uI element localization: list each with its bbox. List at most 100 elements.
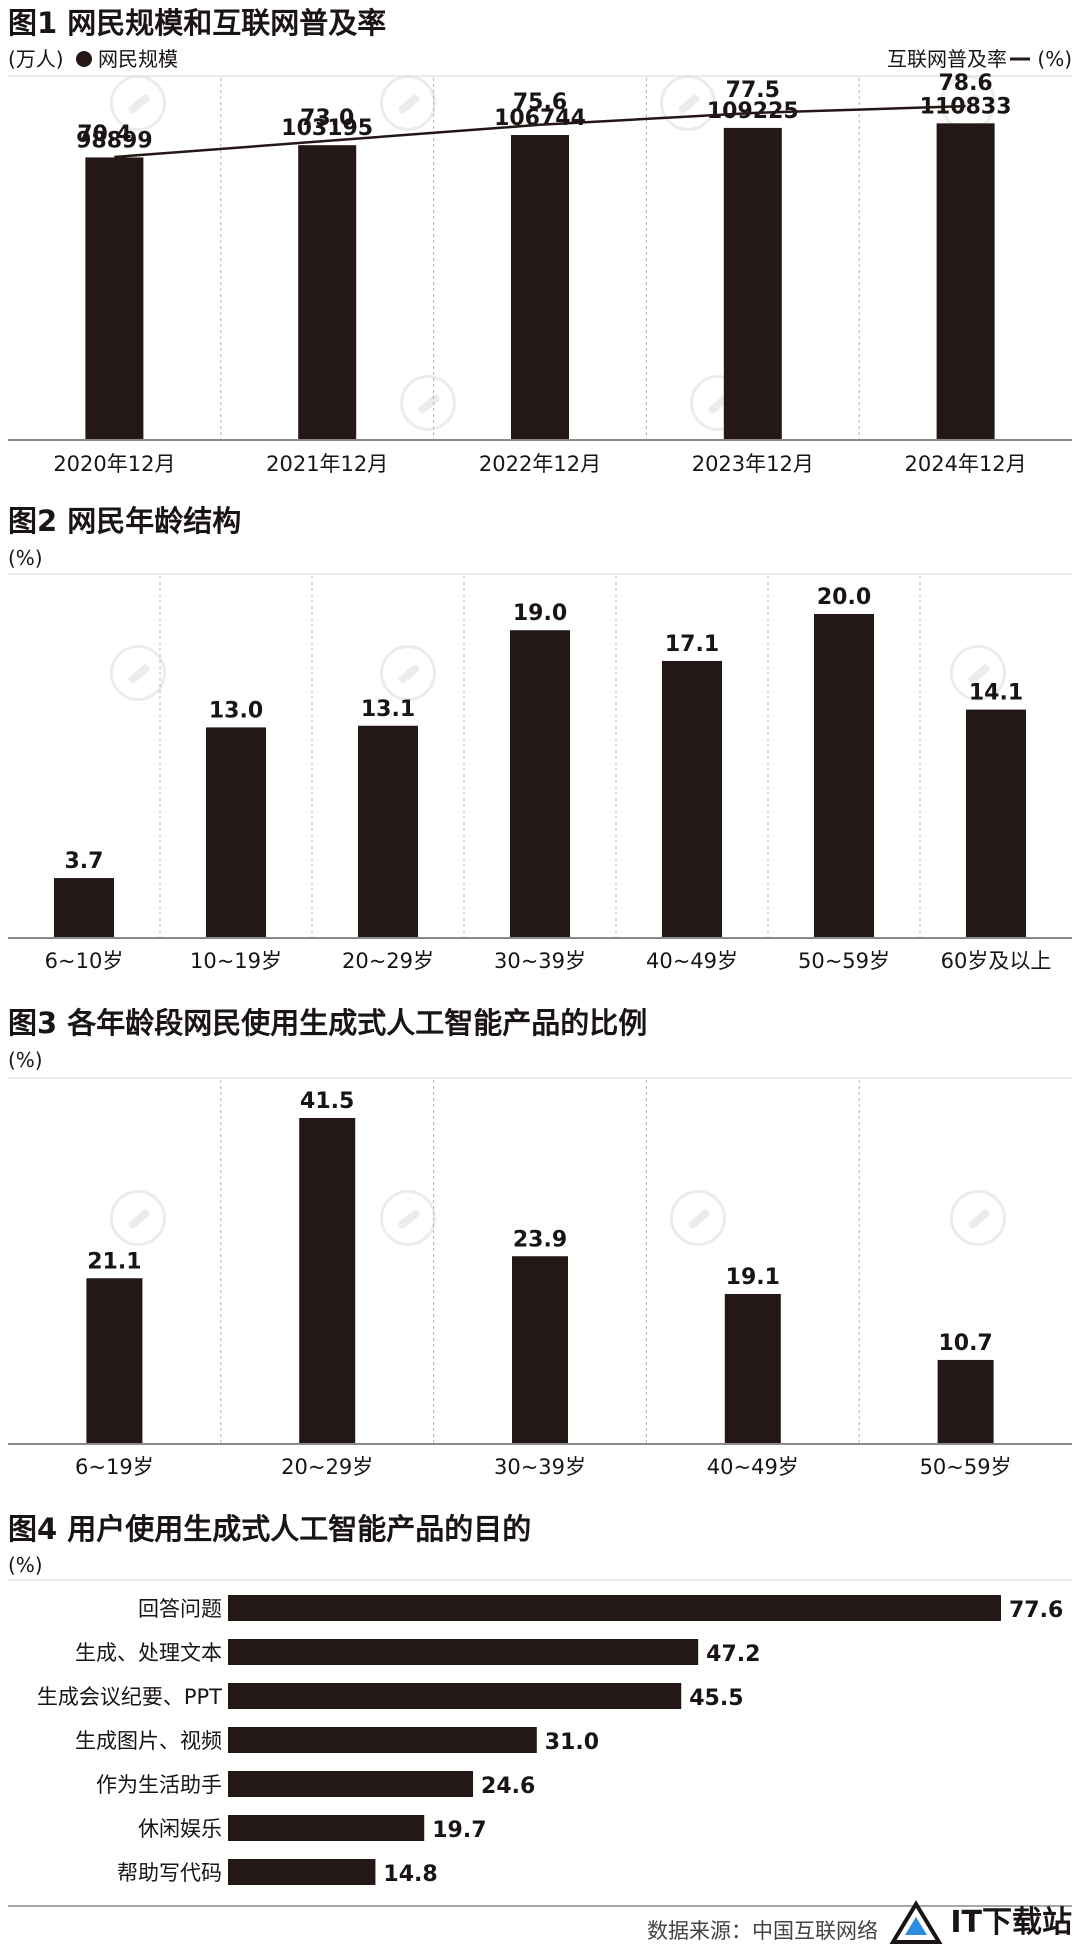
x-tick-label: 40~49岁: [646, 949, 738, 973]
legend-label-bar: 网民规模: [98, 47, 178, 71]
chart-title: 图2 网民年龄结构: [8, 504, 241, 538]
site-logo-text: IT下载站: [950, 1905, 1072, 1940]
bar: [228, 1683, 682, 1709]
bar: [54, 878, 114, 938]
line-value-label: 73.0: [300, 106, 354, 131]
bar: [723, 127, 782, 440]
bar: [228, 1859, 376, 1885]
y-axis-unit: (%): [8, 546, 43, 570]
y-tick-label: 生成图片、视频: [75, 1729, 222, 1753]
chart-title: 图3 各年龄段网民使用生成式人工智能产品的比例: [8, 1006, 647, 1040]
x-tick-label: 2020年12月: [53, 452, 175, 476]
bar: [228, 1595, 1001, 1621]
bar: [966, 709, 1026, 938]
watermark-icon: [950, 1190, 1006, 1246]
bar: [228, 1815, 425, 1841]
bar-value-label: 21.1: [87, 1249, 141, 1274]
bar: [512, 1256, 568, 1444]
bar: [724, 1293, 781, 1444]
x-tick-label: 60岁及以上: [941, 949, 1052, 973]
bar-value-label: 23.9: [513, 1227, 567, 1252]
bar: [85, 157, 144, 440]
bar-value-label: 103195: [281, 116, 373, 141]
x-tick-label: 10~19岁: [190, 949, 282, 973]
y-tick-label: 作为生活助手: [96, 1773, 222, 1797]
bar-value-label: 14.8: [383, 1862, 437, 1887]
bar: [86, 1278, 143, 1444]
y-axis-unit: (%): [8, 1553, 43, 1577]
bar-value-label: 19.7: [432, 1818, 486, 1843]
x-tick-label: 50~59岁: [798, 949, 890, 973]
bar-value-label: 14.1: [969, 681, 1023, 706]
line-value-label: 75.6: [513, 90, 567, 115]
bar: [937, 1359, 994, 1444]
bar-value-label: 45.5: [689, 1686, 743, 1711]
bar-value-label: 20.0: [817, 585, 871, 610]
x-tick-label: 30~39岁: [494, 949, 586, 973]
y-tick-label: 生成、处理文本: [75, 1641, 222, 1665]
watermark-icon: [380, 645, 436, 701]
bar-value-label: 98899: [76, 128, 153, 153]
watermark-icon: [670, 1190, 726, 1246]
x-tick-label: 2021年12月: [266, 452, 388, 476]
x-tick-label: 2023年12月: [692, 452, 814, 476]
x-tick-label: 2024年12月: [905, 452, 1027, 476]
bar: [228, 1639, 699, 1665]
bar-value-label: 47.2: [706, 1642, 760, 1667]
bar: [228, 1727, 537, 1753]
watermark-icon: [950, 645, 1006, 701]
bar-value-label: 31.0: [545, 1730, 599, 1755]
chart-title: 图4 用户使用生成式人工智能产品的目的: [8, 1512, 531, 1546]
bar: [511, 135, 569, 440]
bar: [298, 145, 357, 440]
y-tick-label: 帮助写代码: [117, 1861, 222, 1885]
legend-label-line: 互联网普及率: [887, 47, 1007, 71]
x-tick-label: 40~49岁: [707, 1455, 799, 1479]
bar-value-label: 24.6: [481, 1774, 535, 1799]
bar-value-label: 17.1: [665, 632, 719, 657]
series-line: [114, 104, 966, 159]
site-logo-icon: [889, 1900, 943, 1944]
watermark-icon: [110, 645, 166, 701]
x-tick-label: 6~19岁: [75, 1455, 154, 1479]
bar: [510, 630, 570, 938]
legend-marker-bar: [76, 51, 92, 67]
site-logo-icon: [905, 1917, 927, 1935]
bar: [814, 614, 874, 938]
bar: [662, 660, 722, 938]
y-tick-label: 回答问题: [138, 1597, 222, 1621]
bar: [358, 725, 418, 938]
x-tick-label: 20~29岁: [281, 1455, 373, 1479]
watermark-icon: [400, 375, 456, 431]
y-axis-unit: (%): [8, 1048, 43, 1072]
bar-value-label: 77.6: [1009, 1598, 1063, 1623]
bar-value-label: 13.0: [209, 698, 263, 723]
line-value-label: 78.6: [938, 71, 992, 96]
bar: [228, 1771, 474, 1797]
bar-value-label: 41.5: [300, 1089, 354, 1114]
line-value-label: 70.4: [77, 122, 131, 147]
bar-value-label: 3.7: [65, 849, 104, 874]
bar: [936, 123, 995, 440]
x-tick-label: 2022年12月: [479, 452, 601, 476]
chart-title: 图1 网民规模和互联网普及率: [8, 6, 386, 40]
x-tick-label: 20~29岁: [342, 949, 434, 973]
bar-value-label: 19.1: [726, 1265, 780, 1290]
source-note: 数据来源：中国互联网络: [647, 1919, 878, 1943]
watermark-icon: [380, 1190, 436, 1246]
bar-value-label: 10.7: [938, 1331, 992, 1356]
bar-value-label: 13.1: [361, 697, 415, 722]
bar: [299, 1118, 356, 1444]
x-tick-label: 6~10岁: [45, 949, 124, 973]
left-axis-unit: (万人): [8, 47, 64, 71]
line-value-label: 77.5: [726, 78, 780, 103]
x-tick-label: 30~39岁: [494, 1455, 586, 1479]
bar: [206, 727, 266, 938]
right-axis-unit: (%): [1037, 47, 1072, 71]
x-tick-label: 50~59岁: [920, 1455, 1012, 1479]
bar-value-label: 19.0: [513, 601, 567, 626]
watermark-icon: [110, 1190, 166, 1246]
y-tick-label: 休闲娱乐: [138, 1817, 222, 1841]
